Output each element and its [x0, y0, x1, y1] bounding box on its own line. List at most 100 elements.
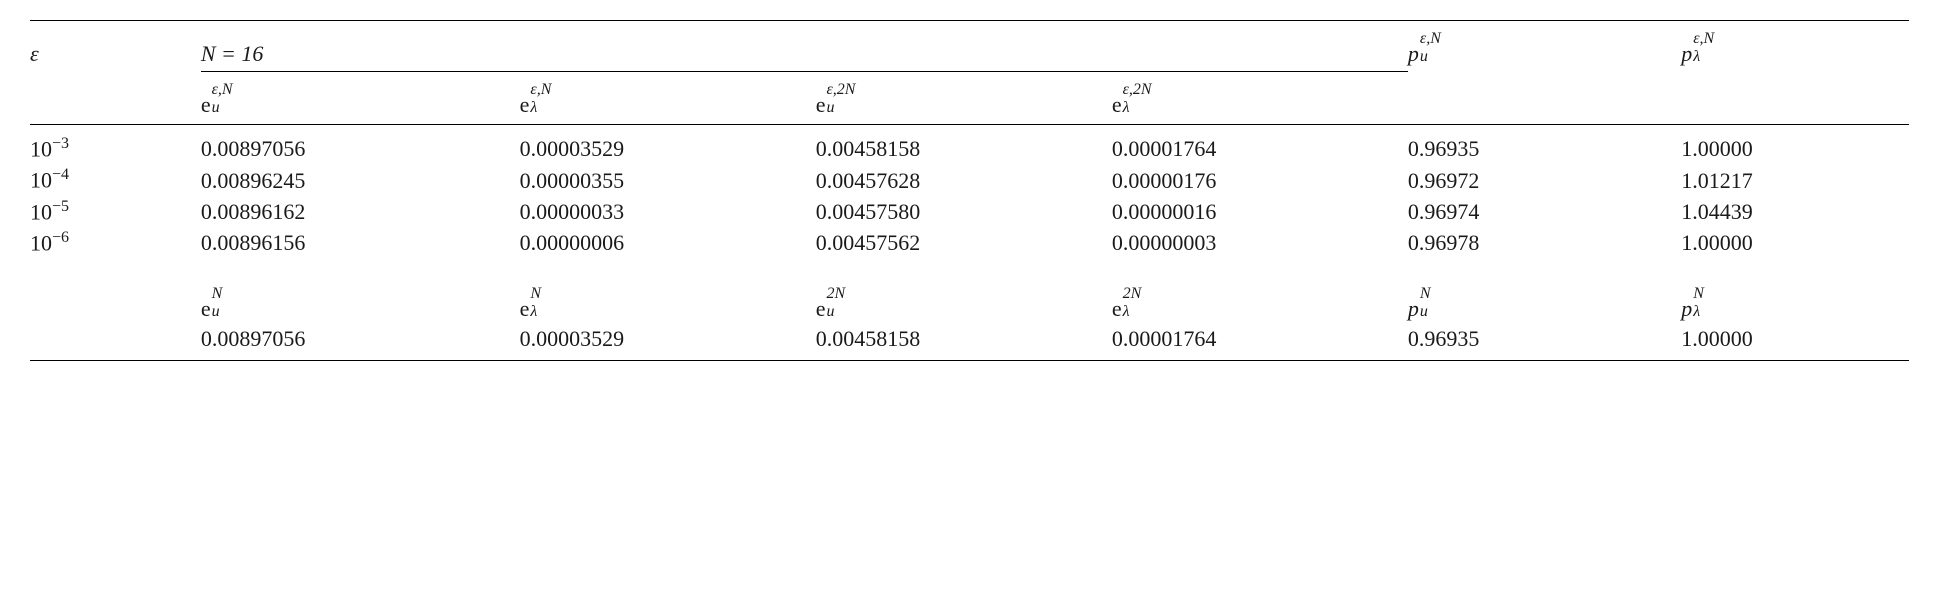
N-value: N = 16 [201, 41, 264, 66]
pu-eN-header: pε,N u [1408, 21, 1681, 75]
f5-sup: N [1420, 286, 1431, 302]
e-lam-2N-footer: e2N λ [1112, 258, 1408, 324]
eps-header: ε [30, 21, 201, 75]
cell: 0.00003529 [520, 125, 816, 165]
f3-base: e [816, 296, 826, 321]
cell: 0.00457580 [816, 196, 1112, 227]
ten-2: 10 [30, 199, 52, 224]
cell: 0.96978 [1408, 227, 1681, 258]
table-footer-values: 0.00897056 0.00003529 0.00458158 0.00001… [30, 324, 1909, 361]
convergence-table: ε N = 16 pε,Nu pε,Nλ eε,Nu eε,Nλ eε,2Nu … [30, 20, 1909, 361]
e-lam-N-footer: eNλ [520, 258, 816, 324]
cell: 0.00003529 [520, 324, 816, 361]
f4-sub: λ [1123, 304, 1142, 320]
eps-cell: 10−4 [30, 164, 201, 195]
f1-sup: N [212, 286, 223, 302]
f3-sub: u [827, 304, 846, 320]
eps-cell: 10−5 [30, 196, 201, 227]
cell: 0.00897056 [201, 125, 520, 165]
f2-base: e [520, 296, 530, 321]
cell: 1.00000 [1681, 227, 1909, 258]
pu-base: p [1408, 41, 1419, 66]
e1-sup: ε,N [212, 82, 233, 98]
e2-base: e [520, 92, 530, 117]
ten-1: 10 [30, 168, 52, 193]
f4-base: e [1112, 296, 1122, 321]
table-header-row-2: eε,Nu eε,Nλ eε,2Nu eε,2Nλ [30, 74, 1909, 125]
e2-sup: ε,N [530, 82, 551, 98]
exp-3: −6 [52, 229, 69, 246]
e-u-eN-header: eε,N u [201, 74, 520, 125]
cell: 0.96935 [1408, 324, 1681, 361]
plam-base: p [1681, 41, 1692, 66]
cell: 0.00001764 [1112, 324, 1408, 361]
f6-base: p [1681, 296, 1692, 321]
cell: 0.00458158 [816, 324, 1112, 361]
table-footer-labels: eNu eNλ e2Nu e2Nλ pNu pNλ [30, 258, 1909, 324]
e3-sup: ε,2N [827, 82, 856, 98]
f6-sup: N [1693, 286, 1704, 302]
e1-sub: u [212, 100, 233, 116]
pu-sub: u [1420, 49, 1441, 65]
cell: 0.00896162 [201, 196, 520, 227]
f2-sub: λ [530, 304, 541, 320]
f2-sup: N [530, 286, 541, 302]
f5-sub: u [1420, 304, 1431, 320]
cell: 0.00457562 [816, 227, 1112, 258]
cell: 0.00000176 [1112, 164, 1408, 195]
e4-base: e [1112, 92, 1122, 117]
e1-base: e [201, 92, 211, 117]
table-header-row-1: ε N = 16 pε,Nu pε,Nλ [30, 21, 1909, 75]
f3-sup: 2N [827, 286, 846, 302]
table-row: 10−5 0.00896162 0.00000033 0.00457580 0.… [30, 196, 1909, 227]
exp-0: −3 [52, 135, 69, 152]
cell: 0.96974 [1408, 196, 1681, 227]
table-row: 10−4 0.00896245 0.00000355 0.00457628 0.… [30, 164, 1909, 195]
p-u-N-footer: pNu [1408, 258, 1681, 324]
cell: 1.04439 [1681, 196, 1909, 227]
e4-sub: λ [1123, 100, 1152, 116]
plam-sup: ε,N [1693, 31, 1714, 47]
f1-base: e [201, 296, 211, 321]
p-lam-N-footer: pNλ [1681, 258, 1909, 324]
cell: 0.00896156 [201, 227, 520, 258]
cell: 0.00458158 [816, 125, 1112, 165]
ten-3: 10 [30, 230, 52, 255]
cell: 0.00000003 [1112, 227, 1408, 258]
plam-sub: λ [1693, 49, 1714, 65]
table-row: 10−6 0.00896156 0.00000006 0.00457562 0.… [30, 227, 1909, 258]
e3-sub: u [827, 100, 856, 116]
plam-eN-header: pε,N λ [1681, 21, 1909, 75]
cell: 1.01217 [1681, 164, 1909, 195]
e-u-N-footer: eNu [201, 258, 520, 324]
e2-sub: λ [530, 100, 551, 116]
cell: 0.00000016 [1112, 196, 1408, 227]
cell: 0.00000006 [520, 227, 816, 258]
e-lam-e2N-header: eε,2Nλ [1112, 74, 1408, 125]
f6-sub: λ [1693, 304, 1704, 320]
cell: 0.00457628 [816, 164, 1112, 195]
pu-sup: ε,N [1420, 31, 1441, 47]
cell: 0.96972 [1408, 164, 1681, 195]
cell: 0.00896245 [201, 164, 520, 195]
cell: 0.96935 [1408, 125, 1681, 165]
e-lam-eN-header: eε,N λ [520, 74, 816, 125]
cell: 1.00000 [1681, 125, 1909, 165]
eps-cell: 10−6 [30, 227, 201, 258]
f4-sup: 2N [1123, 286, 1142, 302]
e-u-e2N-header: eε,2Nu [816, 74, 1112, 125]
eps-cell: 10−3 [30, 125, 201, 165]
cell: 1.00000 [1681, 324, 1909, 361]
exp-1: −4 [52, 166, 69, 183]
ten-0: 10 [30, 136, 52, 161]
exp-2: −5 [52, 198, 69, 215]
cell: 0.00000355 [520, 164, 816, 195]
eps-symbol: ε [30, 41, 39, 66]
N-header-group: N = 16 [201, 21, 1408, 75]
f5-base: p [1408, 296, 1419, 321]
f1-sub: u [212, 304, 223, 320]
inner-rule [201, 71, 1408, 72]
table-row: 10−3 0.00897056 0.00003529 0.00458158 0.… [30, 125, 1909, 165]
cell: 0.00001764 [1112, 125, 1408, 165]
cell: 0.00897056 [201, 324, 520, 361]
